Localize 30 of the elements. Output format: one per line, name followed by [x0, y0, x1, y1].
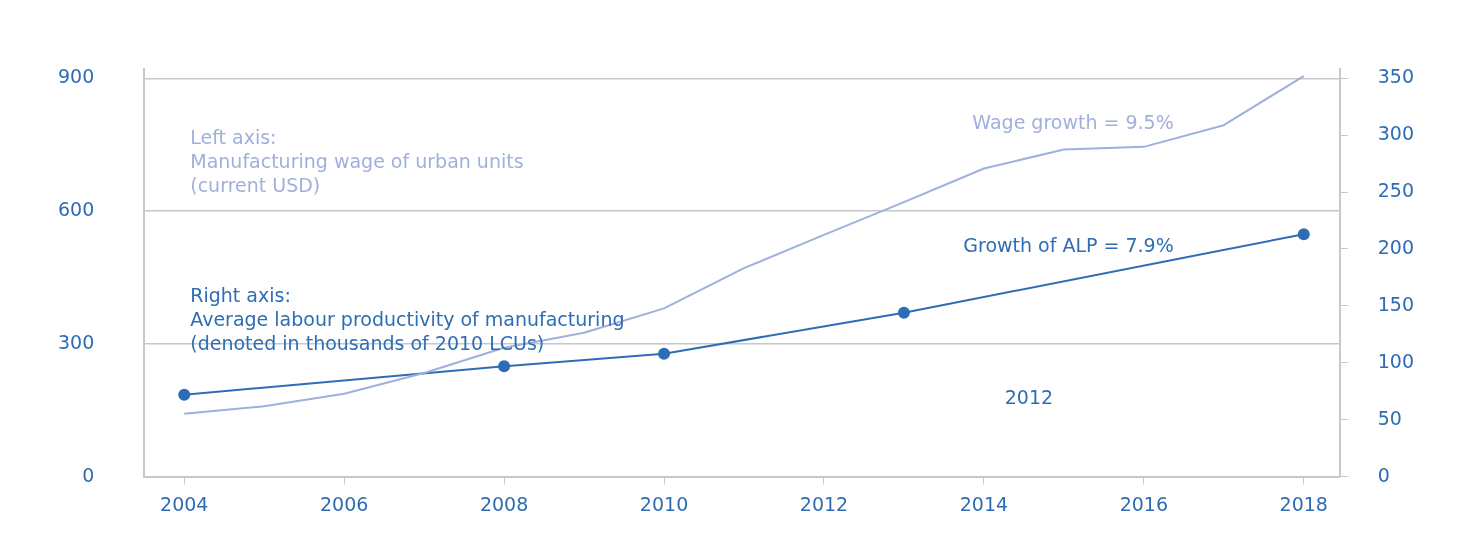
y2-tick-label: 50 — [1377, 406, 1402, 429]
y-tick-label: 0 — [82, 463, 95, 486]
y2-tick-label: 300 — [1377, 122, 1414, 145]
y-tick-label: 600 — [58, 197, 95, 220]
x-tick-label: 2008 — [479, 492, 529, 515]
x-tick-label: 2004 — [160, 492, 209, 515]
y2-tick-label: 100 — [1377, 349, 1414, 372]
x-tick-label: 2016 — [1119, 492, 1168, 515]
point — [1297, 228, 1310, 241]
point — [658, 347, 671, 360]
y2-tick-label: 150 — [1377, 292, 1414, 315]
x-tick-label: 2014 — [959, 492, 1009, 515]
annotation: Left axis: Manufacturing wage of urban units (current USD) — [190, 126, 524, 197]
point — [897, 306, 910, 319]
annotation: Right axis: Average labour productivity of manufacturing (denoted in thousands of 2010 LCUs) — [190, 284, 625, 355]
annotation: 2012 — [1004, 386, 1054, 409]
y2-tick-label: 350 — [1377, 65, 1414, 88]
y-tick-label: 900 — [58, 65, 95, 88]
y2-tick-label: 250 — [1377, 179, 1414, 202]
series-label: Growth of ALP = 7.9% — [963, 234, 1174, 257]
point — [498, 360, 511, 373]
x-tick-label: 2006 — [320, 492, 369, 515]
x-tick-label: 2010 — [639, 492, 689, 515]
x-tick-label: 2018 — [1279, 492, 1328, 515]
series-label: Wage growth = 9.5% — [972, 110, 1174, 133]
y-tick-label: 300 — [58, 330, 95, 353]
y2-tick-label: 200 — [1377, 235, 1414, 258]
point — [178, 388, 191, 401]
x-tick-label: 2012 — [799, 492, 849, 515]
y2-tick-label: 0 — [1377, 463, 1390, 486]
